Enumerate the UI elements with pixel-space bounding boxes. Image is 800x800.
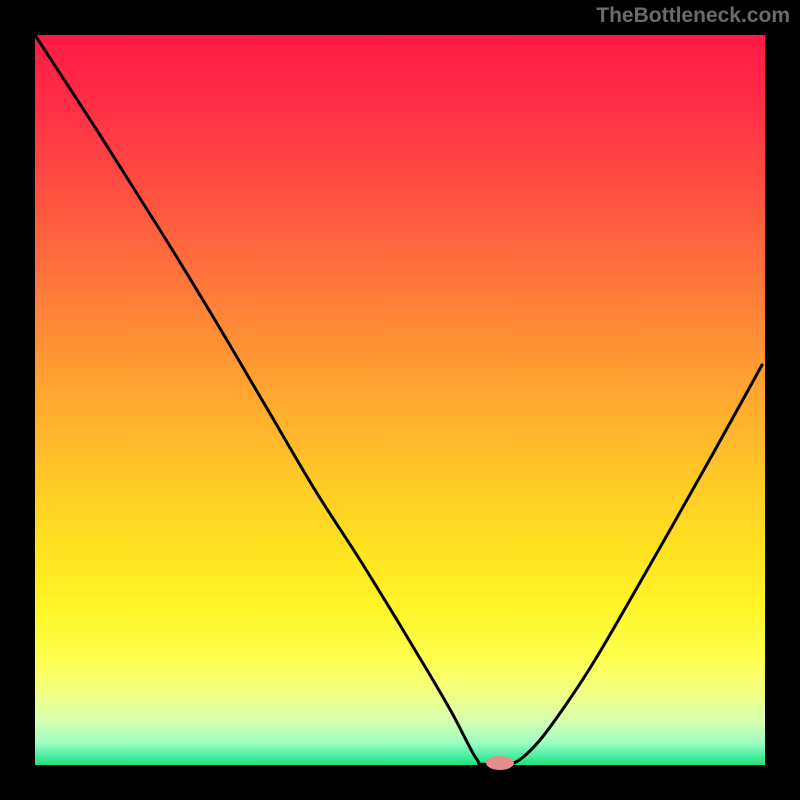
plot-background xyxy=(35,35,765,765)
watermark-text: TheBottleneck.com xyxy=(596,4,790,28)
optimal-marker xyxy=(486,756,514,770)
bottleneck-chart xyxy=(0,0,800,800)
